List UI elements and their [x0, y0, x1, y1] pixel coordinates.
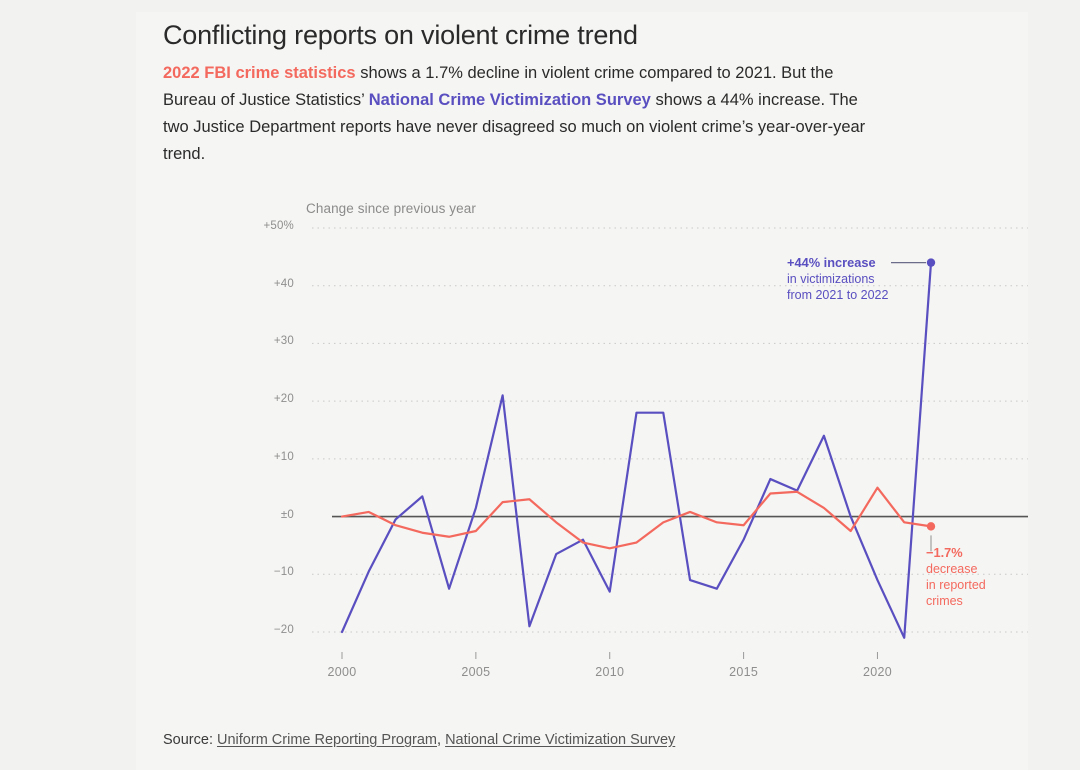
y-axis-tick-label: +30 [273, 335, 294, 348]
chart-svg [312, 227, 1028, 659]
gridlines-group [312, 227, 1028, 633]
x-axis-tick-label: 2010 [595, 665, 625, 679]
annotation-ncvs: +44% increase in victimizations from 202… [787, 255, 937, 303]
standfirst-paragraph: 2022 FBI crime statistics shows a 1.7% d… [163, 60, 881, 168]
card-inner: Conflicting reports on violent crime tre… [136, 12, 1028, 770]
annotation-ucr-line4: crimes [926, 594, 963, 608]
series-line-ncvs [340, 261, 933, 639]
y-axis-tick-label: +10 [273, 450, 294, 463]
source-link-ucr[interactable]: Uniform Crime Reporting Program [217, 732, 437, 748]
annotation-ucr-line3: in reported [926, 578, 986, 592]
annotation-ncvs-line2: in victimizations [787, 272, 875, 286]
source-separator: , [437, 732, 442, 748]
endpoint-dot-ucr [926, 522, 936, 531]
standfirst-text-1: shows a 1.7% decline in violent crime co… [163, 64, 834, 109]
y-axis-tick-label: −10 [273, 566, 294, 579]
annotation-ucr: −1.7% decrease in reported crimes [926, 545, 1036, 609]
y-axis-tick-label: +40 [273, 277, 294, 290]
page-title: Conflicting reports on violent crime tre… [163, 20, 638, 50]
x-axis-tick-label: 2000 [327, 665, 357, 679]
x-axis-tick-label: 2005 [461, 665, 491, 679]
fbi-stats-highlight: 2022 FBI crime statistics [163, 64, 356, 82]
annotation-ncvs-line1: +44% increase [787, 255, 876, 270]
endpoint-dot-ncvs [926, 258, 936, 267]
ncvs-highlight: National Crime Victimization Survey [368, 91, 651, 109]
y-axis-title: Change since previous year [306, 201, 476, 216]
y-axis-tick-label: −20 [273, 624, 294, 636]
y-axis-tick-label: ±0 [280, 508, 294, 521]
source-line: Source: Uniform Crime Reporting Program,… [163, 732, 675, 748]
y-axis-tick-label: +50% [263, 220, 294, 232]
annotation-leaders-group [891, 262, 932, 552]
series-line-ucr [340, 486, 933, 550]
annotation-ncvs-line3: from 2021 to 2022 [787, 288, 889, 302]
x-axis-tick-label: 2015 [729, 665, 759, 679]
series-paths-group [340, 261, 933, 639]
source-label: Source: [163, 732, 213, 748]
line-chart: −20 −10 ±0 +10 +20 +30 +40 +50% 2000 2005 2010 201… [136, 192, 1028, 712]
endpoint-dots-group [926, 258, 936, 531]
annotation-ucr-line2: decrease [926, 562, 978, 576]
annotation-ucr-line1: −1.7% [926, 545, 963, 560]
source-link-ncvs[interactable]: National Crime Victimization Survey [445, 732, 676, 748]
article-card: Conflicting reports on violent crime tre… [136, 12, 1028, 770]
y-axis-tick-label: +20 [273, 393, 294, 406]
x-axis-tick-label: 2020 [862, 665, 892, 679]
x-tick-marks-group [341, 652, 878, 659]
standfirst-text-2: shows a 44% increase. The two Justice De… [163, 91, 866, 163]
